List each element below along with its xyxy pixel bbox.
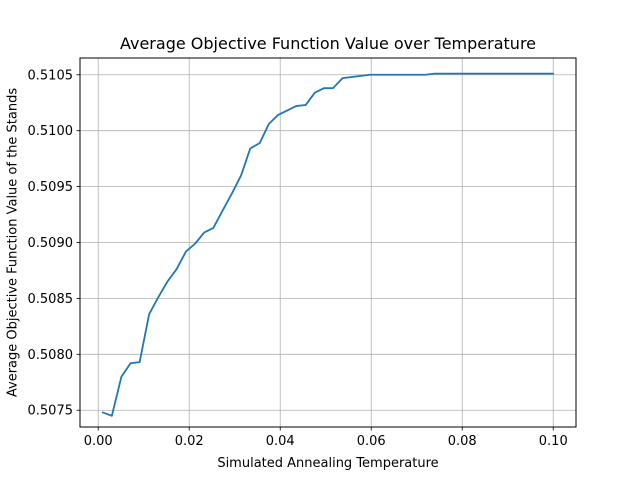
x-axis-label: Simulated Annealing Temperature: [217, 456, 438, 471]
y-tick-label: 0.5090: [28, 236, 74, 251]
y-tick-label: 0.5095: [28, 180, 74, 195]
x-tick-label: 0.02: [175, 434, 204, 449]
series-line: [101, 72, 555, 417]
series-layer: [101, 72, 555, 417]
x-tick-label: 0.00: [84, 434, 113, 449]
x-axis: 0.00 0.02 0.04 0.06 0.08 0.10: [84, 427, 568, 449]
y-tick-label: 0.5085: [28, 292, 74, 307]
y-axis: 0.5075 0.5080 0.5085 0.5090 0.5095 0.5100 0.51…: [28, 68, 80, 419]
grid: [80, 58, 576, 427]
x-tick-label: 0.06: [357, 434, 386, 449]
y-tick-label: 0.5100: [28, 124, 74, 139]
y-tick-label: 0.5075: [28, 404, 74, 419]
x-tick-label: 0.10: [539, 434, 568, 449]
chart-title: Average Objective Function Value over Te…: [120, 34, 536, 53]
x-tick-label: 0.04: [266, 434, 295, 449]
x-tick-label: 0.08: [448, 434, 477, 449]
y-axis-label: Average Objective Function Value of the …: [6, 88, 21, 397]
y-tick-label: 0.5105: [28, 68, 74, 83]
y-tick-label: 0.5080: [28, 348, 74, 363]
